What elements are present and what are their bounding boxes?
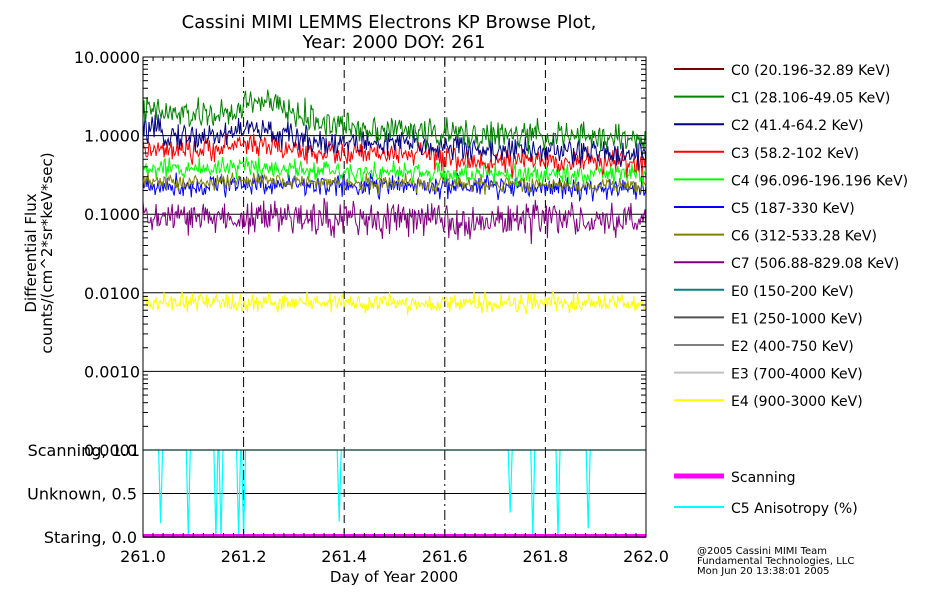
y-tick-label: 0.0010 bbox=[84, 362, 140, 381]
y-axis-label-line1: Differential Flux bbox=[22, 193, 40, 312]
x-tick-label: 261.4 bbox=[321, 547, 367, 566]
legend-label: C6 (312-533.28 KeV) bbox=[731, 229, 877, 245]
legend-label: C1 (28.106-49.05 KeV) bbox=[731, 91, 890, 107]
y-tick-label: Scanning, 1.0 bbox=[28, 441, 137, 460]
legend: C0 (20.196-32.89 KeV) C1 (28.106-49.05 Ke… bbox=[674, 63, 908, 517]
series-line-c6 bbox=[142, 172, 647, 195]
legend-label: E3 (700-4000 KeV) bbox=[731, 367, 863, 383]
x-tick-label: 261.8 bbox=[522, 547, 568, 566]
x-tick-label: 261.2 bbox=[221, 547, 267, 566]
legend-label: C7 (506.88-829.08 KeV) bbox=[731, 256, 899, 272]
x-tick-label: 261.6 bbox=[422, 547, 468, 566]
y-tick-label: 1.0000 bbox=[84, 127, 140, 146]
legend-label: E1 (250-1000 KeV) bbox=[731, 311, 863, 327]
series-line-c2 bbox=[142, 113, 647, 170]
bottom-panel: Scanning, 1.0 Unknown, 0.5 Staring, 0.0 bbox=[27, 441, 647, 547]
y-tick-label: 0.0100 bbox=[84, 284, 140, 303]
legend-label: Scanning bbox=[731, 470, 796, 486]
legend-label: C5 Anisotropy (%) bbox=[731, 501, 858, 517]
top-panel: 10.0000 1.0000 0.1000 0.0100 0.0010 0.0001 Di… bbox=[22, 48, 647, 460]
x-tick-label: 262.0 bbox=[623, 547, 669, 566]
y-axis-label-line2: counts/(cm^2*sr*keV*sec) bbox=[38, 152, 56, 353]
legend-label: C4 (96.096-196.196 KeV) bbox=[731, 173, 908, 189]
series-line-c1 bbox=[142, 89, 647, 155]
legend-label: C5 (187-330 KeV) bbox=[731, 201, 855, 217]
x-tick-label: 261.0 bbox=[120, 547, 166, 566]
y-tick-label: 0.1000 bbox=[84, 205, 140, 224]
credit-line-1: @2005 Cassini MIMI Team bbox=[697, 546, 827, 557]
legend-label: E0 (150-200 KeV) bbox=[731, 284, 854, 300]
chart-subtitle: Year: 2000 DOY: 261 bbox=[302, 32, 486, 53]
y-tick-label: Unknown, 0.5 bbox=[27, 485, 137, 504]
legend-label: C3 (58.2-102 KeV) bbox=[731, 146, 859, 162]
legend-label: E4 (900-3000 KeV) bbox=[731, 394, 863, 410]
legend-label: C0 (20.196-32.89 KeV) bbox=[731, 63, 890, 79]
series-line-c7 bbox=[142, 197, 647, 245]
series-line-c4 bbox=[142, 156, 647, 187]
legend-label: E2 (400-750 KeV) bbox=[731, 339, 854, 355]
credit-line-3: Mon Jun 20 13:38:01 2005 bbox=[697, 566, 830, 577]
legend-label: C2 (41.4-64.2 KeV) bbox=[731, 118, 864, 134]
credit-line-2: Fundamental Technologies, LLC bbox=[697, 556, 855, 567]
series-line-c5 bbox=[142, 172, 647, 203]
x-axis-label: Day of Year 2000 bbox=[330, 568, 458, 586]
chart-title: Cassini MIMI LEMMS Electrons KP Browse P… bbox=[182, 12, 597, 33]
y-tick-label: 10.0000 bbox=[74, 48, 140, 67]
series-line-e4 bbox=[142, 290, 647, 316]
y-tick-label: Staring, 0.0 bbox=[44, 528, 137, 547]
y-tick-label: 0.0001 bbox=[84, 441, 140, 460]
